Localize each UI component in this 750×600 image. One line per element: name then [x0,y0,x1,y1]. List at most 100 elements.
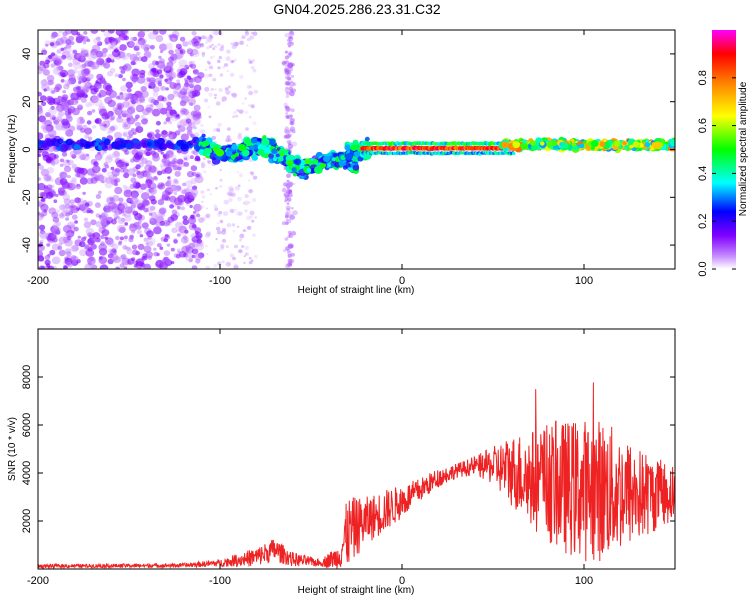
spectrogram-cell [195,258,201,264]
spectrogram-cell [205,245,208,248]
spectrogram-cell [187,75,192,80]
spectrogram-cell [112,256,121,264]
spectrogram-cell [171,209,178,215]
spectrogram-cell [59,163,64,167]
spectrogram-cell [143,207,149,213]
spectrogram-cell [243,261,246,264]
spectrogram-cell [176,139,184,147]
spectrogram-cell [126,52,131,57]
spectrogram-cell [61,54,67,60]
colorbar-tick-label: 0.0 [697,261,709,276]
spectrogram-cell [46,157,52,162]
spectrogram-cell [151,68,157,73]
spectrogram-cell [342,165,348,170]
spectrogram-cell [126,117,131,122]
spectrogram-cell [82,124,88,130]
spectrogram-cell [159,30,167,35]
spectrogram-cell [105,165,110,169]
spectrogram-cell [132,182,137,186]
spectrogram-cell [70,245,78,253]
spectrogram-cell [215,237,218,241]
spectrogram-cell [107,258,114,265]
spectrogram-cell [205,148,213,154]
spectrogram-cell [182,215,188,221]
spectrogram-cell [121,113,127,118]
spectrogram-cell [65,43,72,49]
spectrogram-cell [257,137,262,142]
spectrogram-cell [200,216,206,222]
spectrogram-cell [99,175,108,184]
snr-axes: -200 -100 0 100 2000 4000 6000 8000 [21,329,675,587]
spectrogram-cell [103,162,109,167]
spectrogram-cell [155,222,161,228]
spectrogram-cell [287,235,291,238]
spectrogram-cell [146,107,154,114]
spectrogram-cell [169,204,175,209]
spectrogram-cell [248,60,253,64]
spectrogram-cell [191,265,198,269]
spectrogram-cell [285,86,289,90]
spectrogram-cell [95,36,101,41]
spectrogram-cell [200,205,205,210]
spectrogram-cell [189,83,194,89]
spectrogram-cell [98,243,107,252]
spectrogram-cell [40,229,45,235]
spectrogram-cell [81,63,87,69]
spectrogram-cell [40,124,47,130]
spectrogram-cell [281,187,287,193]
spectrogram-cell [215,148,225,157]
spectrogram-cell [225,150,233,157]
spectrogram-cell [239,233,245,239]
colorbar-tick-label: 0.2 [697,214,709,229]
spectrogram-cell [220,230,227,235]
spectrogram-cell [306,168,312,173]
spectrogram-cell [353,151,360,157]
spectrogram-cell [141,118,148,125]
spectrogram-cell [181,108,189,116]
spectrogram-cell [84,127,93,135]
spectrogram-cell [166,101,172,107]
spectrogram-cell [43,88,48,92]
spectrogram-cell [112,115,116,119]
spectrogram-cell [364,154,371,160]
spectrogram-cell [71,107,80,116]
spectrogram-cell [119,44,127,51]
spectrogram-cell [190,165,198,172]
x-tick-label: 0 [399,275,405,287]
spectrogram-cell [60,96,68,103]
spectrogram-cell [218,88,223,92]
spectrogram-cell [193,118,201,125]
spectrogram-cell [209,193,212,196]
spectrogram-cell [111,243,119,250]
spectrogram-cell [76,207,80,211]
spectrogram-cell [168,130,173,135]
spectrogram-cell [244,252,248,256]
spectrogram-cell [228,192,233,197]
spectrogram-cell [114,186,123,195]
spectrogram-cell [501,141,509,149]
spectrogram-cell [215,226,221,231]
spectrogram-cell [38,211,41,216]
spectrogram-cell [282,248,287,253]
spectrogram-cell [220,33,223,37]
spectrogram-cell [124,215,132,222]
spectrogram-cell [73,226,79,232]
spectrogram-cell [49,42,55,47]
spectrogram-cell [289,126,296,132]
spectrogram-cell [206,152,211,157]
spectrogram-cell [232,229,236,233]
spectrogram-cell [107,99,117,108]
x-tick-label: -100 [209,575,231,587]
spectrogram-cell [285,112,289,115]
spectrogram-cell [130,37,135,41]
spectrogram-cell [151,189,156,193]
spectrogram-cell [194,227,202,234]
spectrogram-cell [164,65,171,71]
spectrogram-cell [135,114,140,119]
spectrogram-cell [163,238,169,243]
spectrogram-cell [221,238,227,243]
spectrogram-cell [294,158,302,166]
spectrogram-cell [216,230,222,235]
spectrogram-cell [212,77,217,82]
spectrogram-cell [59,69,68,78]
